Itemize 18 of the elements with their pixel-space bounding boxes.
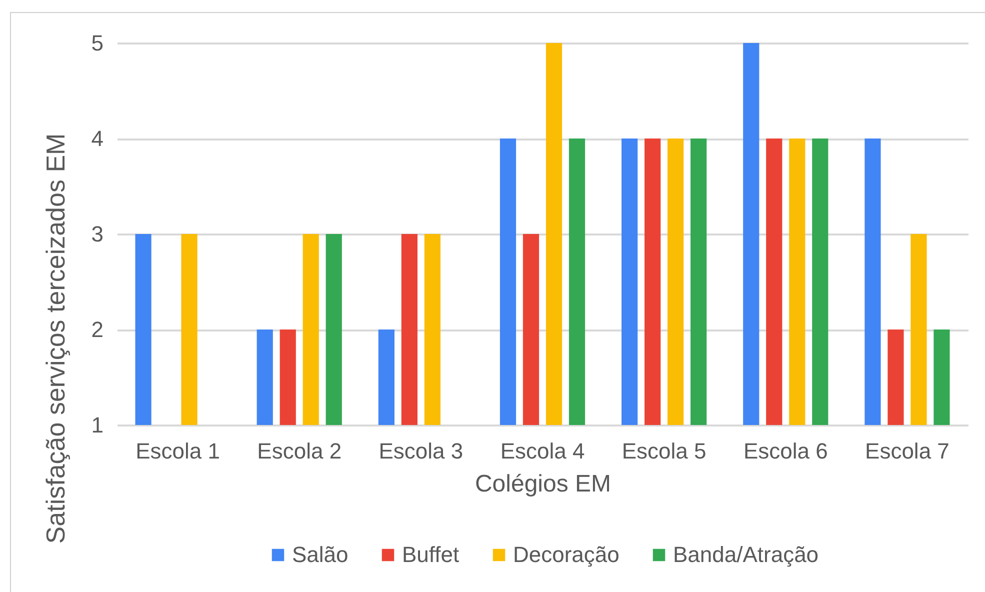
x-tick-label: Escola 5 bbox=[622, 438, 706, 464]
y-tick-label: 4 bbox=[91, 126, 104, 151]
legend-label: Salão bbox=[292, 542, 348, 567]
legend-label: Decoração bbox=[513, 542, 620, 567]
x-tick-label: Escola 6 bbox=[743, 438, 828, 464]
x-tick-label: Escola 1 bbox=[136, 438, 220, 464]
x-tick-label: Escola 3 bbox=[378, 438, 464, 464]
legend-label: Banda/Atração bbox=[673, 542, 819, 567]
x-axis-title: Colégios EM bbox=[474, 470, 612, 498]
x-tick-label: Escola 7 bbox=[865, 438, 950, 464]
y-tick-label: 2 bbox=[91, 317, 104, 342]
y-tick-label: 1 bbox=[91, 412, 104, 438]
y-tick-label: 3 bbox=[91, 222, 104, 246]
legend-label: Buffet bbox=[402, 542, 460, 567]
y-tick-label: 5 bbox=[91, 30, 104, 56]
x-tick-label: Escola 2 bbox=[257, 438, 342, 464]
x-tick-label: Escola 4 bbox=[500, 438, 585, 464]
y-axis-title: Satisfação serviços terceizados EM bbox=[40, 133, 70, 544]
